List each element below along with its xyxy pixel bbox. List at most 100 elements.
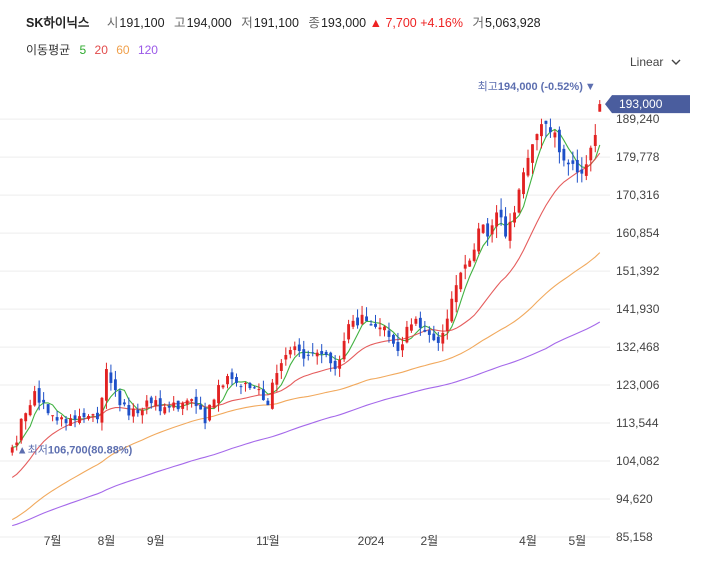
ma5-line: [12, 128, 601, 448]
candle-body: [396, 341, 400, 351]
min-percent: (80.88%): [88, 445, 133, 457]
candle-body: [244, 383, 247, 385]
candle-body: [324, 351, 328, 355]
candle-body: [486, 223, 490, 237]
candle-body: [24, 413, 28, 422]
candle-body: [535, 134, 539, 141]
candle-body: [37, 388, 41, 403]
candle-body: [203, 407, 207, 424]
candle-body: [109, 372, 113, 383]
candle-body: [149, 397, 153, 404]
x-tick-label: 7월: [44, 534, 62, 548]
y-tick-label: 189,240: [616, 112, 660, 126]
candle-body: [118, 390, 122, 406]
candle-body: [374, 323, 377, 327]
candle-body: [96, 412, 99, 420]
candle-body: [212, 399, 216, 408]
candle-body: [158, 398, 162, 412]
candle-body: [589, 147, 593, 161]
y-tick-label: 85,158: [616, 530, 653, 544]
candle-body: [383, 326, 386, 331]
ma120-line: [12, 321, 601, 527]
candle-body: [445, 318, 449, 331]
candle-body: [584, 164, 588, 176]
candle-body: [508, 221, 512, 241]
candle-body: [51, 415, 55, 417]
candle-body: [571, 160, 575, 164]
candle-body: [60, 417, 64, 420]
close-label: 종: [308, 16, 320, 30]
candle-body: [351, 320, 355, 327]
candle-body: [293, 346, 297, 351]
max-label: 최고: [478, 80, 498, 93]
candle-body: [91, 414, 95, 416]
candle-body: [181, 403, 185, 409]
candle-body: [517, 189, 521, 213]
candle-body: [499, 209, 503, 218]
max-percent: (-0.52%): [541, 81, 584, 93]
ma-20-legend[interactable]: 20: [94, 43, 108, 57]
x-tick-label: 5월: [568, 534, 586, 548]
candle-body: [540, 124, 543, 137]
candle-body: [333, 360, 337, 370]
candle-body: [270, 382, 274, 409]
candle-body: [575, 159, 579, 173]
candle-body: [297, 344, 301, 351]
candle-body: [140, 410, 144, 416]
candle-body: [463, 264, 467, 269]
high-value: 194,000: [186, 16, 232, 30]
candles: [10, 100, 602, 456]
candle-body: [593, 134, 597, 146]
candle-body: [235, 377, 238, 383]
last-price-tag: [605, 95, 690, 114]
candle-body: [127, 405, 131, 416]
candle-body: [167, 406, 171, 408]
last-price-label: 193,000: [619, 97, 663, 111]
candle-body: [472, 249, 476, 261]
ma-60-legend[interactable]: 60: [116, 43, 130, 57]
ma-120-legend[interactable]: 120: [137, 43, 158, 57]
moving-average-legend: 이동평균 5 20 60 120: [26, 41, 163, 58]
candle-body: [100, 397, 104, 423]
candle-body: [365, 316, 368, 322]
candle-body: [562, 148, 566, 161]
candle-body: [432, 333, 436, 341]
candle-body: [176, 400, 180, 410]
candle-body: [481, 224, 485, 233]
candle-body: [513, 212, 516, 223]
candle-body: [261, 389, 265, 401]
candle-body: [387, 330, 391, 337]
candle-body: [400, 344, 404, 351]
x-tick-label: 2024: [358, 534, 385, 548]
candle-body: [33, 391, 37, 406]
x-tick-label: 2월: [420, 534, 438, 548]
candle-body: [544, 120, 548, 124]
candle-body: [302, 349, 306, 359]
candle-body: [409, 324, 413, 331]
ma-5-legend[interactable]: 5: [79, 43, 87, 57]
candle-body: [221, 385, 225, 388]
y-tick-label: 160,854: [616, 226, 660, 240]
candle-body: [194, 396, 198, 407]
candle-body: [468, 260, 472, 267]
candle-body: [392, 334, 395, 344]
candle-body: [495, 212, 499, 227]
candle-body: [199, 404, 203, 410]
y-tick-label: 151,392: [616, 264, 660, 278]
candle-body: [414, 318, 418, 324]
min-arrow-icon: ▲: [17, 445, 28, 457]
candle-body: [257, 389, 261, 391]
candle-body: [28, 405, 32, 416]
candle-body: [42, 399, 46, 403]
low-value: 191,100: [253, 16, 299, 30]
x-tick-label: 11월: [256, 534, 280, 548]
max-annotation: 최고194,000 (-0.52%) ▼: [478, 80, 596, 93]
candle-body: [338, 359, 342, 369]
scale-dropdown[interactable]: Linear: [630, 55, 681, 69]
y-tick-label: 123,006: [616, 378, 660, 392]
candle-body: [490, 225, 494, 235]
candle-body: [266, 400, 270, 406]
y-tick-label: 179,778: [616, 150, 660, 164]
close-value: 193,000: [320, 16, 367, 30]
